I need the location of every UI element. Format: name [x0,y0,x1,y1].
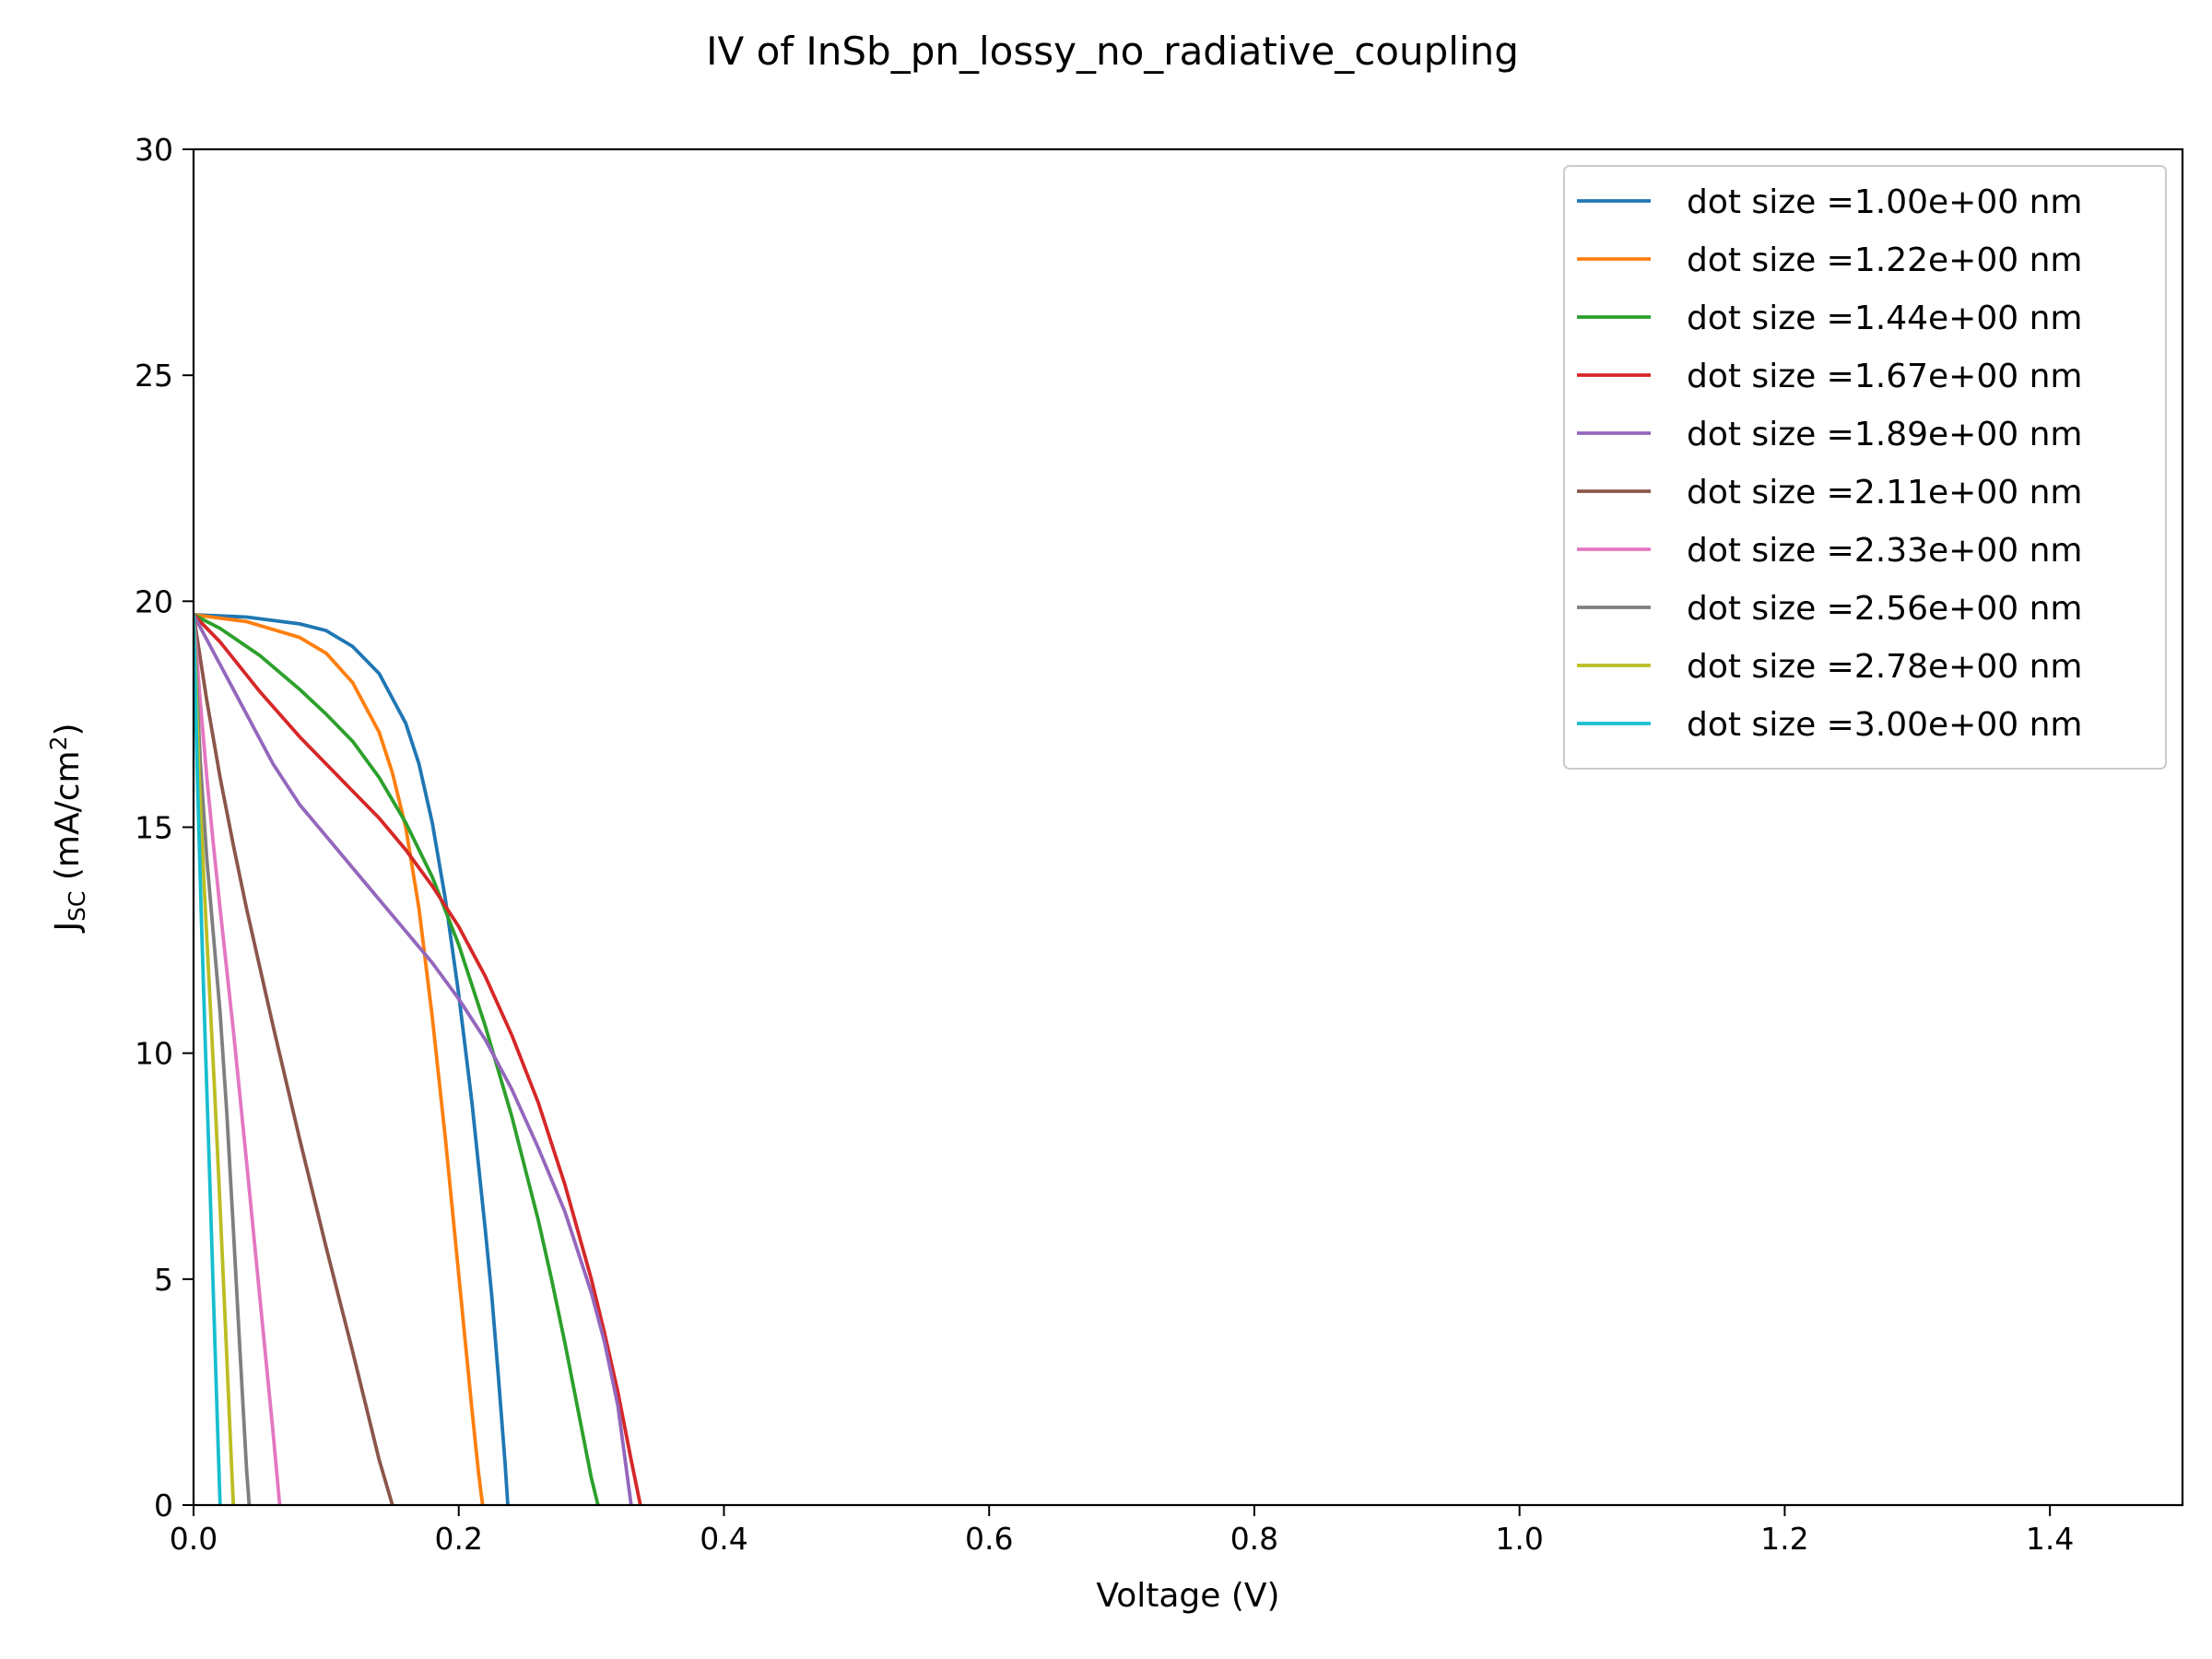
y-axis-title-main: J [49,922,87,934]
legend-item-8: dot size =2.56e+00 nm [1577,590,2082,628]
x-tick-label: 0.6 [965,1521,1013,1557]
legend-label: dot size =1.44e+00 nm [1687,300,2082,337]
y-tick-label: 30 [135,132,173,168]
series-line-9 [194,614,236,1505]
y-tick-label: 20 [135,583,173,619]
y-tick-label: 10 [135,1036,173,1072]
y-axis-title-sub: SC [64,891,90,922]
legend-item-6: dot size =2.11e+00 nm [1577,474,2082,512]
series-line-10 [194,614,222,1505]
x-tick-label: 0.0 [170,1521,218,1557]
legend-label: dot size =2.56e+00 nm [1687,590,2082,628]
series-line-3 [194,613,600,1505]
series-line-4 [194,613,642,1505]
legend-label: dot size =2.78e+00 nm [1687,648,2082,686]
series-line-1 [194,613,510,1505]
legend-item-4: dot size =1.67e+00 nm [1577,358,2082,395]
legend-label: dot size =3.00e+00 nm [1687,706,2082,744]
x-tick-label: 0.8 [1230,1521,1278,1557]
legend-label: dot size =1.00e+00 nm [1687,183,2082,221]
legend: dot size =1.00e+00 nm dot size =1.22e+00 … [1563,165,2167,770]
legend-item-9: dot size =2.78e+00 nm [1577,648,2082,686]
x-tick-label: 0.2 [434,1521,482,1557]
x-tick-label: 1.2 [1760,1521,1808,1557]
y-axis-title-unit-end: ) [49,723,87,735]
y-tick-label: 15 [135,810,173,846]
chart-title: IV of InSb_pn_lossy_no_radiative_couplin… [706,29,1519,74]
series-line-8 [194,614,252,1505]
y-tick-label: 0 [154,1488,173,1524]
legend-label: dot size =1.89e+00 nm [1687,416,2082,453]
legend-item-1: dot size =1.00e+00 nm [1577,183,2082,221]
y-tick-label: 25 [135,358,173,394]
y-axis-title-unit-sup: 2 [45,736,72,751]
legend-item-10: dot size =3.00e+00 nm [1577,706,2082,744]
x-axis: 0.0 0.2 0.4 0.6 0.8 1.0 1.2 1.4 [170,1505,2074,1557]
legend-label: dot size =1.22e+00 nm [1687,241,2082,279]
series-line-5 [194,614,633,1505]
legend-label: dot size =2.33e+00 nm [1687,532,2082,570]
series-line-2 [194,613,485,1505]
legend-items: dot size =1.00e+00 nm dot size =1.22e+00 … [1577,183,2082,744]
legend-item-3: dot size =1.44e+00 nm [1577,300,2082,337]
legend-label: dot size =2.11e+00 nm [1687,474,2082,512]
y-axis-title-unit: (mA/cm [49,750,87,890]
x-tick-label: 1.4 [2026,1521,2074,1557]
series-line-7 [194,614,282,1505]
series-line-6 [194,614,394,1505]
x-tick-label: 1.0 [1495,1521,1543,1557]
legend-item-5: dot size =1.89e+00 nm [1577,416,2082,453]
legend-box [1563,165,2167,770]
x-axis-title: Voltage (V) [1096,1577,1279,1615]
y-axis-title: JSC (mA/cm2) [45,723,90,933]
series-layer [194,613,642,1505]
legend-label: dot size =1.67e+00 nm [1687,358,2082,395]
legend-item-7: dot size =2.33e+00 nm [1577,532,2082,570]
y-tick-label: 5 [154,1262,173,1298]
legend-item-2: dot size =1.22e+00 nm [1577,241,2082,279]
x-tick-label: 0.4 [700,1521,747,1557]
y-axis: 0 5 10 15 20 25 30 [135,132,194,1524]
